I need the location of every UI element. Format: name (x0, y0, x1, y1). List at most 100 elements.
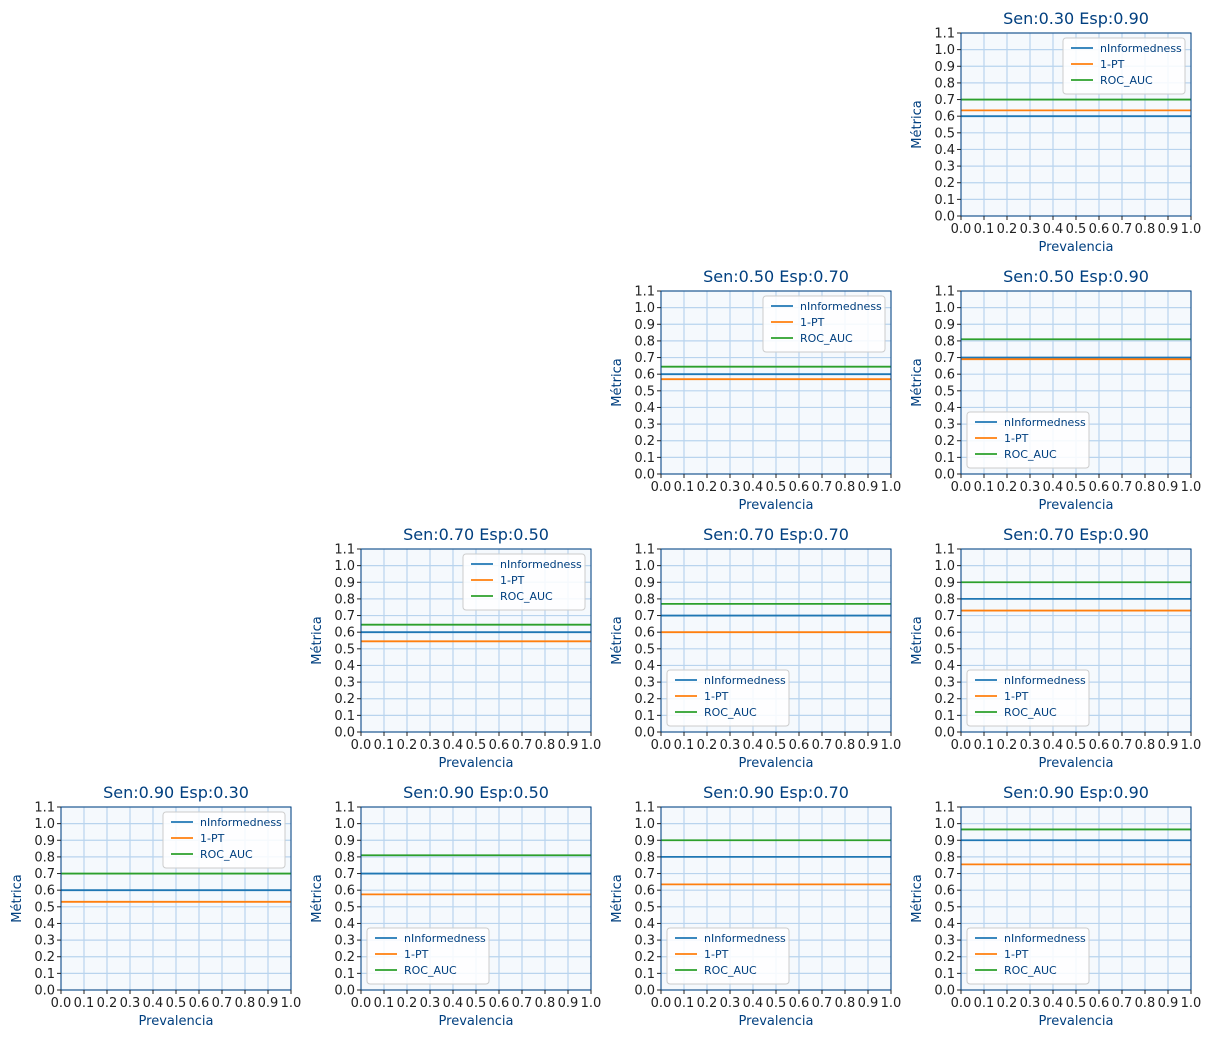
y-tick-label: 0.4 (934, 401, 955, 416)
y-tick-label: 0.7 (334, 867, 355, 882)
x-tick-label: 0.1 (974, 480, 995, 495)
y-tick-label: 1.0 (334, 817, 355, 832)
legend-label-1-pt: 1-PT (404, 948, 429, 961)
y-tick-label: 0.6 (934, 626, 955, 641)
x-tick-label: 0.2 (97, 996, 118, 1011)
x-tick-label: 0.8 (535, 996, 556, 1011)
y-tick-label: 0.5 (934, 126, 955, 141)
x-tick-label: 0.6 (789, 480, 810, 495)
legend-box (462, 553, 586, 611)
y-tick-label: 0.7 (634, 867, 655, 882)
y-tick-label: 0.2 (634, 434, 655, 449)
legend-label-roc-auc: ROC_AUC (404, 964, 457, 977)
y-tick-label: 0.7 (334, 609, 355, 624)
subplot-1: 0.0 0.1 0.2 0.3 0.4 0.5 0.6 0.7 0.8 0.9 1.00.00.10… (610, 267, 901, 513)
x-tick-label: 0.3 (420, 996, 441, 1011)
y-tick-label: 0.5 (934, 384, 955, 399)
y-tick-label: 0.3 (934, 676, 955, 691)
y-tick-label: 0.9 (634, 834, 655, 849)
y-tick-label: 0.1 (334, 967, 355, 982)
y-axis-label: Métrica (310, 616, 325, 664)
x-tick-label: 0.2 (697, 996, 718, 1011)
y-tick-label: 0.2 (334, 692, 355, 707)
legend: nInformedness 1-PT ROC_AUC (966, 669, 1090, 727)
x-tick-label: 0.9 (858, 480, 879, 495)
legend-label-ninformedness: nInformedness (704, 932, 786, 945)
x-tick-label: 1.0 (1181, 738, 1202, 753)
y-tick-label: 0.7 (934, 609, 955, 624)
legend-label-ninformedness: nInformedness (404, 932, 486, 945)
y-tick-label: 0.9 (634, 576, 655, 591)
x-tick-label: 0.9 (558, 996, 579, 1011)
y-tick-label: 0.0 (634, 468, 655, 483)
x-tick-label: 0.2 (997, 738, 1018, 753)
y-tick-label: 0.3 (934, 160, 955, 175)
y-tick-label: 0.7 (34, 867, 55, 882)
x-tick-label: 0.6 (1089, 480, 1110, 495)
x-tick-label: 0.3 (420, 738, 441, 753)
x-tick-label: 1.0 (881, 738, 902, 753)
y-tick-label: 0.0 (934, 210, 955, 225)
x-tick-label: 0.2 (397, 996, 418, 1011)
legend-box (1062, 37, 1186, 95)
legend-label-roc-auc: ROC_AUC (200, 848, 253, 861)
x-tick-label: 0.1 (674, 480, 695, 495)
y-tick-label: 0.1 (934, 193, 955, 208)
y-tick-label: 0.3 (34, 934, 55, 949)
y-tick-label: 0.7 (934, 351, 955, 366)
y-tick-label: 1.0 (334, 559, 355, 574)
legend-label-ninformedness: nInformedness (1004, 674, 1086, 687)
y-tick-label: 0.6 (634, 368, 655, 383)
legend: nInformedness 1-PT ROC_AUC (1062, 37, 1186, 95)
subplot-9: 0.0 0.1 0.2 0.3 0.4 0.5 0.6 0.7 0.8 0.9 1.00.00.10… (910, 783, 1201, 1029)
y-tick-label: 1.1 (934, 27, 955, 42)
y-tick-label: 1.1 (334, 543, 355, 558)
x-tick-label: 0.2 (997, 222, 1018, 237)
x-tick-label: 0.4 (743, 738, 764, 753)
y-tick-label: 0.9 (334, 834, 355, 849)
y-tick-label: 0.2 (934, 176, 955, 191)
x-tick-label: 0.0 (51, 996, 72, 1011)
legend-label-ninformedness: nInformedness (1100, 42, 1182, 55)
y-tick-label: 0.3 (334, 676, 355, 691)
x-tick-label: 0.0 (951, 222, 972, 237)
x-tick-label: 0.8 (235, 996, 256, 1011)
y-tick-label: 0.0 (334, 726, 355, 741)
y-tick-label: 0.1 (934, 451, 955, 466)
x-tick-label: 0.9 (858, 996, 879, 1011)
subplot-0: 0.0 0.1 0.2 0.3 0.4 0.5 0.6 0.7 0.8 0.9 1.00.00.10… (910, 9, 1201, 255)
legend-label-roc-auc: ROC_AUC (1004, 448, 1057, 461)
x-tick-label: 0.0 (951, 996, 972, 1011)
x-tick-label: 0.7 (212, 996, 233, 1011)
subplot-title: Sen:0.90 Esp:0.30 (103, 783, 249, 802)
y-tick-label: 0.1 (934, 967, 955, 982)
y-tick-label: 0.2 (334, 950, 355, 965)
x-tick-label: 0.1 (974, 222, 995, 237)
y-tick-label: 0.9 (934, 60, 955, 75)
x-axis-label: Prevalencia (1039, 756, 1114, 771)
x-tick-label: 0.3 (1020, 480, 1041, 495)
x-tick-label: 0.9 (1158, 480, 1179, 495)
x-tick-label: 0.5 (1066, 738, 1087, 753)
y-tick-label: 1.0 (934, 817, 955, 832)
y-tick-label: 0.6 (934, 368, 955, 383)
x-tick-label: 0.2 (397, 738, 418, 753)
x-tick-label: 0.7 (512, 738, 533, 753)
y-tick-label: 1.1 (934, 285, 955, 300)
y-tick-label: 0.3 (634, 934, 655, 949)
y-tick-label: 0.9 (34, 834, 55, 849)
y-tick-label: 1.0 (34, 817, 55, 832)
y-tick-label: 1.1 (634, 801, 655, 816)
y-tick-label: 0.4 (34, 917, 55, 932)
x-tick-label: 0.2 (997, 996, 1018, 1011)
y-tick-label: 0.0 (934, 726, 955, 741)
x-tick-label: 0.3 (120, 996, 141, 1011)
y-tick-label: 0.9 (934, 576, 955, 591)
x-tick-label: 0.1 (974, 996, 995, 1011)
y-tick-label: 0.6 (334, 626, 355, 641)
subplot-title: Sen:0.70 Esp:0.50 (403, 525, 549, 544)
x-tick-label: 0.2 (697, 738, 718, 753)
y-tick-label: 0.5 (334, 900, 355, 915)
y-tick-label: 0.8 (634, 592, 655, 607)
y-tick-label: 0.9 (934, 834, 955, 849)
